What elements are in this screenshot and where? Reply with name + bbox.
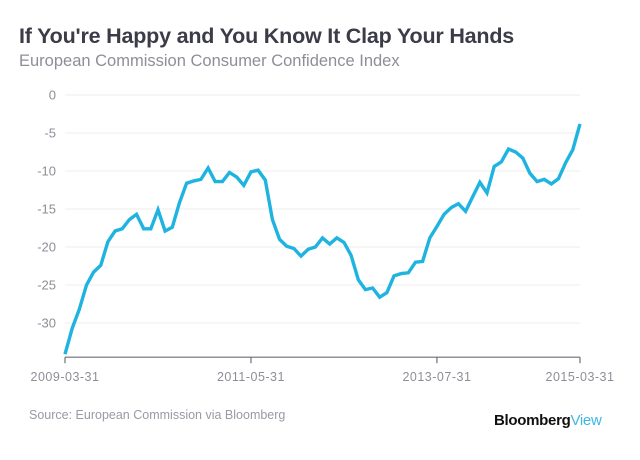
x-tick-label: 2011-05-31 xyxy=(217,370,285,384)
series-group xyxy=(63,123,582,355)
x-tick-label: 2013-07-31 xyxy=(402,370,471,384)
chart-title: If You're Happy and You Know It Clap You… xyxy=(19,24,515,48)
y-tick-label: -5 xyxy=(44,126,56,141)
y-tick-label: -25 xyxy=(37,278,56,293)
source-note: Source: European Commission via Bloomber… xyxy=(29,408,286,422)
x-tick-label: 2015-03-31 xyxy=(546,370,615,384)
y-tick-label: -15 xyxy=(37,202,56,217)
chart-subtitle: European Commission Consumer Confidence … xyxy=(19,52,400,70)
logo-bloomberg: Bloomberg xyxy=(494,412,571,429)
x-tick-label: 2009-03-31 xyxy=(31,370,100,384)
x-axis: 2009-03-31 2011-05-31 2013-07-31 2015-03-31 xyxy=(31,356,615,384)
gridlines xyxy=(65,94,580,324)
y-tick-label: -30 xyxy=(37,316,56,331)
logo-view: View xyxy=(570,412,602,429)
y-tick-label: -10 xyxy=(37,164,56,179)
y-axis-ticks: 0 -5 -10 -15 -20 -25 -30 xyxy=(37,88,56,331)
y-tick-label: 0 xyxy=(49,88,56,103)
bloomberg-view-logo: BloombergView xyxy=(494,412,602,429)
y-tick-label: -20 xyxy=(37,240,56,255)
series-line xyxy=(63,123,582,355)
